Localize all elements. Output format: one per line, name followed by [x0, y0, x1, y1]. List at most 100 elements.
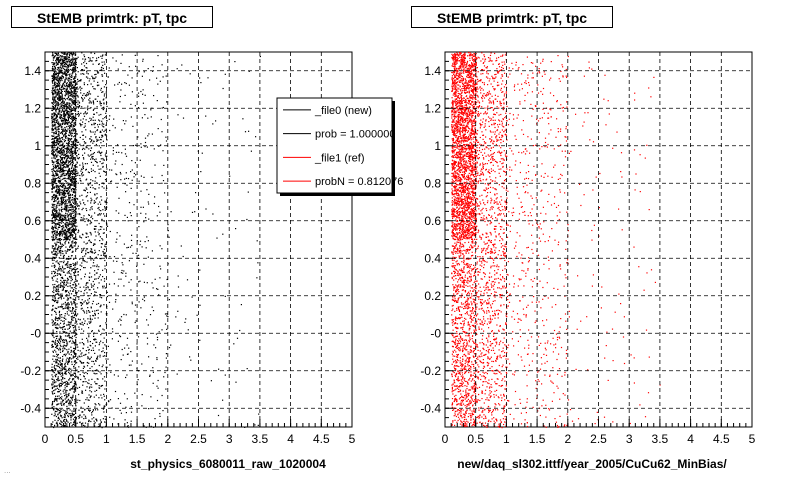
data-point — [66, 189, 68, 192]
data-point — [67, 258, 69, 260]
data-point — [68, 168, 70, 170]
data-point — [93, 228, 96, 230]
data-point — [73, 329, 75, 331]
data-point — [64, 118, 66, 121]
data-point — [63, 271, 65, 273]
data-point — [63, 154, 65, 157]
data-point — [81, 171, 84, 173]
data-point — [78, 298, 80, 300]
data-point — [98, 329, 100, 331]
data-point — [65, 240, 67, 242]
data-point — [71, 93, 73, 95]
data-point — [67, 172, 69, 174]
data-point — [80, 125, 82, 127]
data-point — [62, 131, 64, 133]
data-point — [71, 73, 73, 75]
data-point — [54, 226, 56, 229]
data-point — [96, 161, 98, 163]
data-point — [80, 79, 82, 81]
data-point — [92, 370, 94, 372]
data-point — [84, 260, 86, 263]
data-point — [75, 152, 77, 154]
data-point — [57, 360, 59, 362]
data-point — [56, 205, 58, 207]
data-point — [86, 67, 88, 69]
data-point — [53, 78, 55, 80]
data-point — [73, 132, 76, 134]
data-point — [63, 139, 65, 141]
data-point — [59, 98, 61, 101]
data-point — [71, 199, 73, 201]
data-point — [51, 128, 53, 130]
data-point — [69, 186, 71, 188]
data-point — [66, 53, 68, 55]
data-point — [59, 100, 61, 102]
data-point — [68, 155, 70, 157]
data-point — [73, 64, 75, 66]
data-point — [54, 247, 56, 249]
data-point — [109, 115, 111, 117]
data-point — [54, 248, 56, 250]
data-point — [64, 395, 66, 397]
data-point — [83, 97, 86, 99]
data-point — [70, 413, 72, 415]
data-point — [159, 245, 161, 247]
data-point — [68, 379, 70, 381]
data-point — [70, 371, 72, 373]
data-point — [83, 354, 85, 356]
data-point — [68, 404, 70, 406]
data-point — [89, 182, 92, 184]
data-point — [82, 303, 84, 305]
data-point — [67, 116, 69, 118]
data-point — [65, 190, 67, 192]
data-point — [53, 179, 55, 181]
data-point — [60, 168, 62, 170]
data-point — [104, 256, 106, 258]
data-point — [58, 70, 60, 72]
data-point — [60, 243, 62, 245]
data-point — [72, 162, 74, 164]
data-point — [71, 337, 73, 339]
data-point — [81, 52, 83, 54]
data-point — [77, 111, 79, 113]
data-point — [51, 413, 53, 415]
data-point — [52, 92, 54, 95]
data-point — [92, 187, 94, 189]
data-point — [57, 58, 59, 60]
data-point — [73, 218, 75, 220]
data-point — [104, 129, 106, 131]
data-point — [102, 108, 104, 111]
data-point — [54, 195, 56, 197]
data-point — [102, 232, 104, 234]
data-point — [76, 225, 78, 227]
data-point — [59, 414, 62, 416]
data-point — [59, 155, 61, 157]
data-point — [93, 140, 95, 143]
data-point — [57, 101, 59, 103]
data-point — [72, 201, 74, 203]
data-point — [63, 381, 66, 384]
data-point — [82, 362, 84, 364]
data-point — [96, 100, 98, 102]
data-point — [95, 137, 97, 139]
data-point — [69, 135, 71, 137]
data-point — [96, 383, 98, 385]
data-point — [62, 63, 64, 65]
data-point — [69, 64, 71, 66]
data-point — [72, 143, 74, 145]
data-point — [80, 119, 82, 121]
data-point — [86, 292, 88, 294]
data-point — [71, 104, 73, 106]
data-point — [66, 343, 68, 345]
data-point — [93, 363, 95, 365]
data-point — [63, 195, 65, 197]
data-point — [51, 386, 53, 388]
data-point — [52, 82, 54, 84]
data-point — [126, 216, 128, 218]
data-point — [83, 141, 85, 143]
data-point — [66, 335, 68, 337]
data-point — [64, 241, 66, 243]
data-point — [83, 330, 85, 332]
data-point — [64, 366, 66, 368]
data-point — [100, 131, 102, 133]
